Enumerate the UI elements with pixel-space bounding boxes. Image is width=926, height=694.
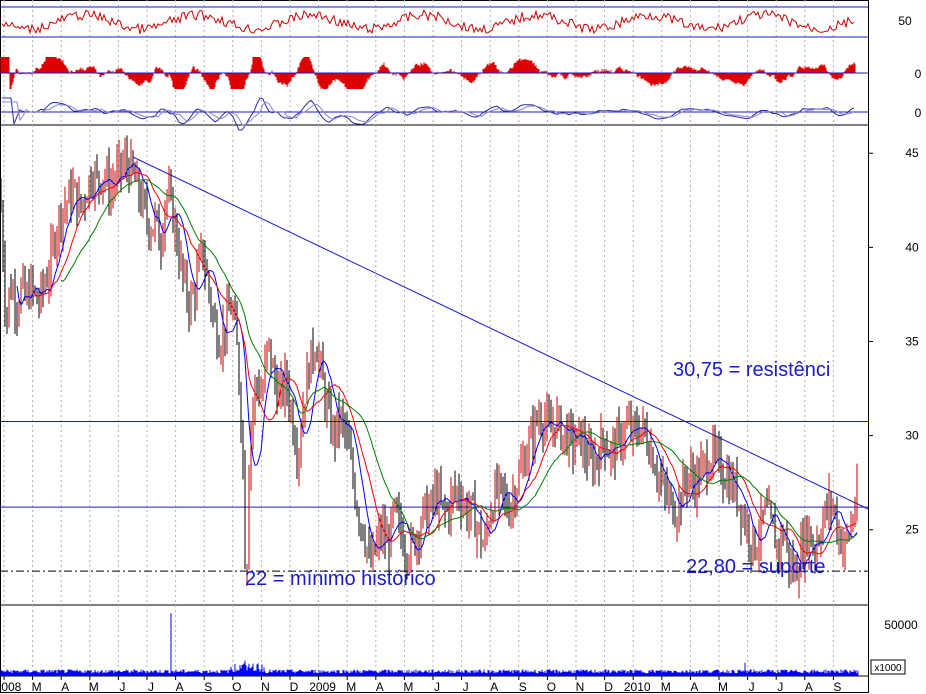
y-tick-label: 30	[905, 429, 919, 443]
x-tick-label: J	[777, 680, 783, 694]
histogram-panel	[0, 57, 868, 89]
x-tick-label: J	[148, 680, 154, 694]
down-trendline	[132, 156, 869, 510]
y-tick-label: 35	[905, 334, 919, 348]
x-tick-label: M	[346, 680, 356, 694]
x-tick-label: N	[576, 680, 585, 694]
x-tick-label: J	[434, 680, 440, 694]
y-tick-label: 25	[905, 523, 919, 537]
x-tick-label: S	[204, 680, 212, 694]
volume-panel	[0, 613, 859, 676]
x-tick-label: J	[463, 680, 469, 694]
x-tick-label: A	[176, 680, 184, 694]
oscillator-panel	[0, 6, 868, 38]
x-tick-label: M	[403, 680, 413, 694]
oscillator-tick: 50	[898, 14, 912, 28]
x-tick-label: A	[690, 680, 698, 694]
x-tick-label: M	[32, 680, 42, 694]
x-tick-label: N	[261, 680, 270, 694]
x-tick-label: A	[805, 680, 813, 694]
volume-scale-label: x1000	[874, 663, 902, 674]
price-panel	[0, 135, 869, 599]
date-x-axis: 2008 M A M J J A S O N D 2009 M A M J J A S O N D 2010 M A M J J A S	[0, 676, 841, 694]
moving-average-short	[16, 163, 858, 567]
price-y-axis: 25 30 35 40 45	[868, 146, 919, 537]
y-tick-label: 40	[905, 240, 919, 254]
moving-average-long	[60, 179, 858, 544]
outer-frame	[0, 0, 869, 693]
signal-panel	[0, 97, 868, 131]
volume-scale-box	[870, 659, 906, 675]
x-tick-label: 2008	[0, 680, 22, 694]
y-tick-label: 45	[905, 146, 919, 160]
x-tick-label: 2009	[309, 680, 336, 694]
resistance-annotation: 30,75 = resistênci	[673, 359, 830, 381]
moving-average-mid	[32, 171, 858, 555]
oscillator-line	[1, 8, 855, 35]
x-tick-label: S	[519, 680, 527, 694]
x-tick-label: O	[232, 680, 241, 694]
x-tick-label: S	[833, 680, 841, 694]
x-tick-label: J	[749, 680, 755, 694]
x-tick-label: D	[290, 680, 299, 694]
x-tick-label: M	[89, 680, 99, 694]
historic-low-annotation: 22 = mínimo histórico	[245, 568, 436, 590]
x-tick-label: M	[718, 680, 728, 694]
signal-tick: 0	[915, 106, 922, 120]
x-tick-label: A	[490, 680, 498, 694]
signal-line-slow	[2, 101, 855, 127]
x-tick-label: D	[604, 680, 613, 694]
support-annotation: 22,80 = suporte	[686, 556, 826, 578]
x-tick-label: J	[119, 680, 125, 694]
x-tick-label: 2010	[624, 680, 651, 694]
x-tick-label: A	[376, 680, 384, 694]
x-tick-label: A	[61, 680, 69, 694]
histogram-tick: 0	[915, 67, 922, 81]
x-tick-label: O	[547, 680, 556, 694]
volume-tick: 50000	[884, 618, 918, 632]
x-tick-label: M	[661, 680, 671, 694]
